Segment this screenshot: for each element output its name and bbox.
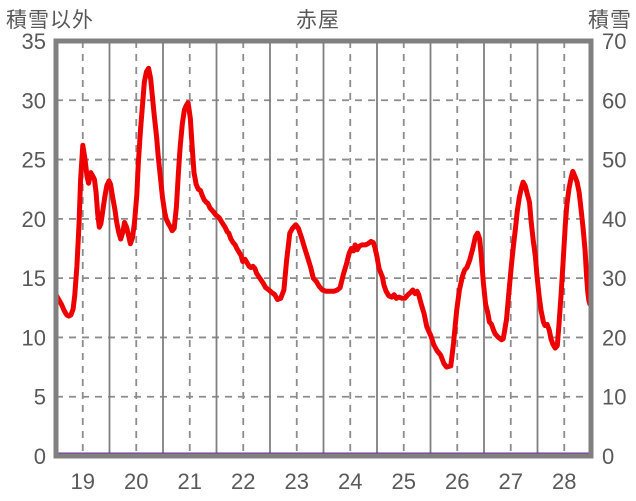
left-axis-tick-label: 0	[34, 444, 46, 469]
x-axis-tick-label: 21	[178, 469, 202, 494]
left-axis-tick-label: 30	[22, 88, 46, 113]
right-axis-tick-label: 0	[602, 444, 614, 469]
x-axis-tick-label: 26	[445, 469, 469, 494]
x-axis-tick-label: 28	[552, 469, 576, 494]
plot-border	[53, 38, 594, 459]
left-axis-tick-label: 25	[22, 148, 46, 173]
x-axis-tick-label: 20	[124, 469, 148, 494]
left-axis-tick-label: 20	[22, 207, 46, 232]
red-series-line	[53, 65, 593, 370]
left-axis-tick-label: 35	[22, 29, 46, 54]
left-axis-title: 積雪以外	[6, 9, 94, 32]
x-axis-tick-label: 19	[71, 469, 95, 494]
left-axis-tick-label: 5	[34, 385, 46, 410]
x-axis-tick-label: 27	[499, 469, 523, 494]
right-axis-title: 積雪	[588, 9, 632, 32]
right-axis-tick-label: 20	[602, 325, 626, 350]
x-axis-tick-label: 22	[231, 469, 255, 494]
right-axis-tick-label: 50	[602, 148, 626, 173]
right-axis-tick-label: 30	[602, 266, 626, 291]
left-axis-tick-label: 10	[22, 325, 46, 350]
x-axis-tick-label: 24	[338, 469, 362, 494]
right-axis-tick-label: 60	[602, 88, 626, 113]
right-axis-tick-label: 10	[602, 385, 626, 410]
chart-title: 赤屋	[296, 9, 340, 32]
x-axis-tick-label: 23	[285, 469, 309, 494]
right-axis-tick-label: 40	[602, 207, 626, 232]
right-axis-tick-label: 70	[602, 29, 626, 54]
x-axis-tick-label: 25	[392, 469, 416, 494]
left-axis-tick-label: 15	[22, 266, 46, 291]
